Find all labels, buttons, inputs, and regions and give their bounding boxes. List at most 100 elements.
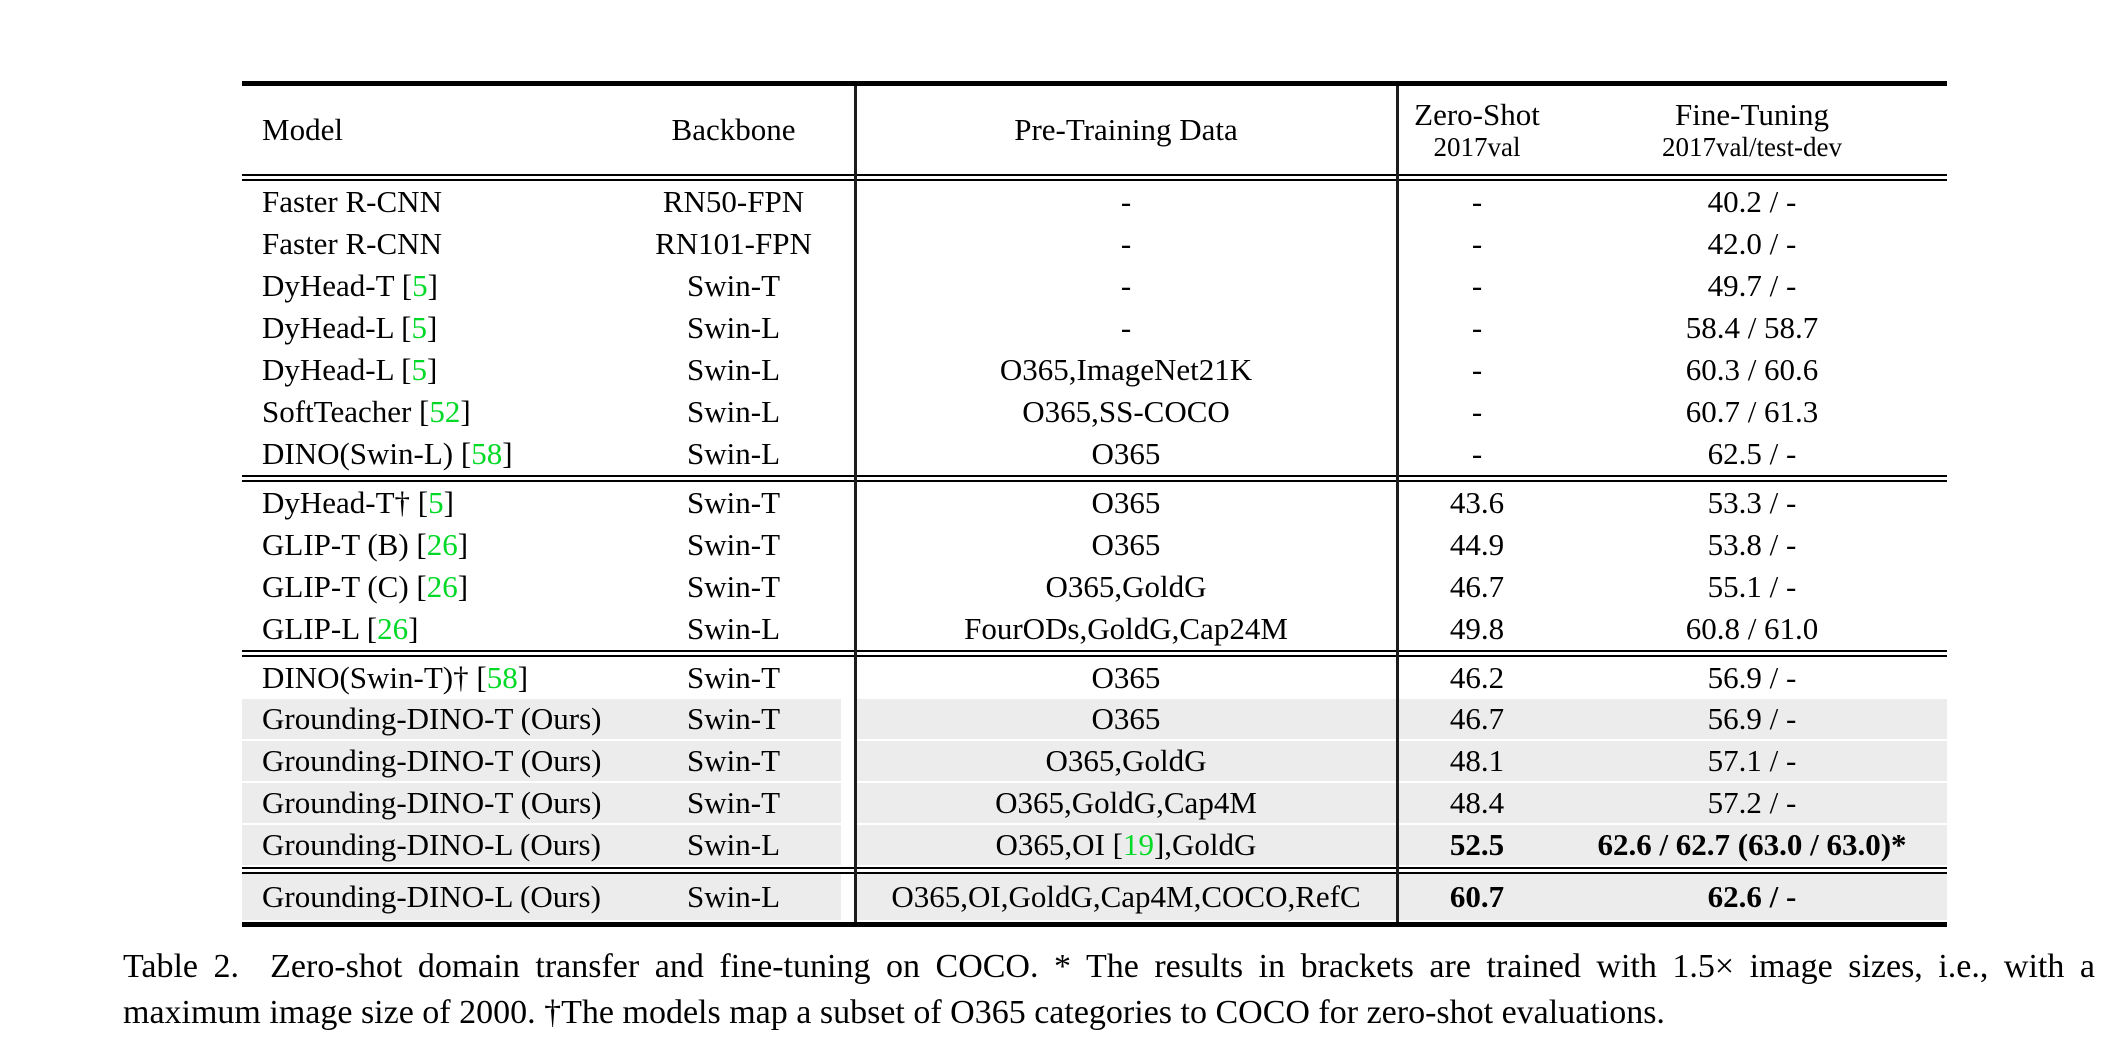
zeroshot-cell: 46.2 [1449,660,1505,695]
finetuning-cell: 57.1 / - [1557,741,1947,781]
column-divider-pretraining-zeroshot [1396,86,1399,922]
zeroshot-cell: 44.9 [1449,527,1505,562]
zeroshot-cell: - [1471,310,1483,345]
model-cell: Faster R-CNN [262,226,442,261]
finetuning-cell: 62.6 / - [1557,874,1947,920]
zeroshot-cell: 49.8 [1449,611,1505,646]
pretraining-cell: - [1120,184,1132,219]
model-cell: Grounding-DINO-T (Ours) [242,783,612,823]
backbone-cell: Swin-T [612,741,855,781]
column-header-model: Model [262,112,343,148]
backbone-cell: Swin-T [612,699,855,739]
backbone-cell: RN50-FPN [662,184,805,219]
backbone-cell: RN101-FPN [655,226,812,261]
finetuning-cell: 56.9 / - [1557,699,1947,739]
model-cell: Grounding-DINO-T (Ours) [242,741,612,781]
table-header-row: Model Backbone Pre-Training Data Zero-Sh… [242,86,1947,174]
pretraining-cell: O365,OI [19],GoldG [855,825,1397,865]
citation-link[interactable]: 5 [412,268,428,303]
table-row: DyHead-T [5] Swin-T - - 49.7 / - [242,265,1947,307]
model-cell: DyHead-L [5] [262,310,438,345]
citation-link[interactable]: 5 [428,485,444,520]
zeroshot-cell: 46.7 [1397,699,1557,739]
column-header-finetuning: Fine-Tuning 2017val/test-dev [1662,96,1842,163]
finetuning-cell: 53.8 / - [1707,527,1797,562]
table-row: DyHead-L [5] Swin-L O365,ImageNet21K - 6… [242,349,1947,391]
backbone-cell: Swin-L [612,825,855,865]
table-row: Grounding-DINO-T (Ours) Swin-T O365,Gold… [242,741,1947,783]
pretraining-cell: O365 [1091,527,1161,562]
finetuning-cell: 60.3 / 60.6 [1685,352,1819,387]
pretraining-cell: - [1120,226,1132,261]
backbone-cell: Swin-L [687,310,780,345]
finetuning-cell: 49.7 / - [1707,268,1797,303]
table-row: GLIP-L [26] Swin-L FourODs,GoldG,Cap24M … [242,608,1947,650]
zeroshot-cell: 60.7 [1397,874,1557,920]
model-cell: DINO(Swin-T)† [58] [262,660,529,695]
finetuning-cell: 55.1 / - [1707,569,1797,604]
pretraining-cell: O365 [1091,436,1161,471]
table-row: Grounding-DINO-L (Ours) Swin-L O365,OI [… [242,825,1947,867]
column-header-zeroshot: Zero-Shot 2017val [1414,96,1540,163]
table-row: Faster R-CNN RN50-FPN - - 40.2 / - [242,181,1947,223]
backbone-cell: Swin-L [612,874,855,920]
column-divider-backbone-pretraining [854,86,857,922]
table-row: GLIP-T (B) [26] Swin-T O365 44.9 53.8 / … [242,524,1947,566]
zeroshot-cell: 43.6 [1449,485,1505,520]
pretraining-cell: O365 [855,699,1397,739]
citation-link[interactable]: 58 [471,436,503,471]
citation-link[interactable]: 26 [426,569,458,604]
zeroshot-cell: - [1471,436,1483,471]
zeroshot-cell: - [1471,394,1483,429]
finetuning-cell: 53.3 / - [1707,485,1797,520]
model-cell: Grounding-DINO-L (Ours) [242,825,612,865]
model-cell: GLIP-T (C) [26] [262,569,469,604]
model-cell: Grounding-DINO-T (Ours) [242,699,612,739]
citation-link[interactable]: 5 [411,352,427,387]
model-cell: SoftTeacher [52] [262,394,471,429]
rule-block-divider [242,475,1947,482]
zeroshot-cell: 46.7 [1449,569,1505,604]
pretraining-cell: O365,GoldG,Cap4M [855,783,1397,823]
citation-link[interactable]: 26 [377,611,409,646]
backbone-cell: Swin-L [687,436,780,471]
backbone-cell: Swin-T [687,485,780,520]
backbone-cell: Swin-T [687,569,780,604]
table-row: DyHead-T† [5] Swin-T O365 43.6 53.3 / - [242,482,1947,524]
model-cell: Grounding-DINO-L (Ours) [242,874,612,920]
finetuning-cell: 56.9 / - [1707,660,1797,695]
citation-link[interactable]: 26 [426,527,458,562]
citation-link[interactable]: 5 [411,310,427,345]
zeroshot-cell: 48.4 [1397,783,1557,823]
backbone-cell: Swin-T [612,783,855,823]
backbone-cell: Swin-L [687,611,780,646]
citation-link[interactable]: 52 [429,394,461,429]
pretraining-cell: O365 [1091,485,1161,520]
pretraining-cell: - [1120,310,1132,345]
finetuning-cell: 62.5 / - [1707,436,1797,471]
pretraining-cell: O365 [1091,660,1161,695]
pretraining-cell: O365,ImageNet21K [999,352,1253,387]
model-cell: GLIP-T (B) [26] [262,527,469,562]
table-row: Faster R-CNN RN101-FPN - - 42.0 / - [242,223,1947,265]
caption-line-1: Table 2. Zero-shot domain transfer and f… [123,948,2095,985]
finetuning-cell: 57.2 / - [1557,783,1947,823]
table-bottom-rule [242,922,1947,927]
model-cell: DyHead-T [5] [262,268,438,303]
table-top-rule [242,81,1947,86]
backbone-cell: Swin-L [687,394,780,429]
finetuning-cell: 42.0 / - [1707,226,1797,261]
zeroshot-cell: 52.5 [1397,825,1557,865]
column-header-backbone: Backbone [671,112,796,148]
backbone-cell: Swin-T [687,268,780,303]
citation-link[interactable]: 19 [1122,827,1154,862]
backbone-cell: Swin-T [687,527,780,562]
table-row: GLIP-T (C) [26] Swin-T O365,GoldG 46.7 5… [242,566,1947,608]
rule-header-divider [242,174,1947,181]
citation-link[interactable]: 58 [486,660,518,695]
table-row: Grounding-DINO-L (Ours) Swin-L O365,OI,G… [242,874,1947,922]
zeroshot-cell: 48.1 [1397,741,1557,781]
pretraining-cell: O365,SS-COCO [1022,394,1230,429]
table-caption: Table 2. Zero-shot domain transfer and f… [123,944,2095,1036]
results-table: Model Backbone Pre-Training Data Zero-Sh… [242,81,1947,927]
